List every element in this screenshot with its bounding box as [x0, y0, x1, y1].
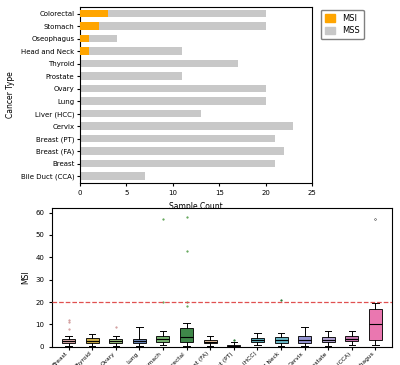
Bar [80, 10, 108, 17]
PathPatch shape [251, 338, 264, 342]
Bar [80, 47, 89, 55]
PathPatch shape [298, 335, 311, 343]
Bar [80, 147, 284, 155]
Bar [80, 35, 89, 42]
PathPatch shape [109, 339, 122, 343]
Bar [80, 110, 201, 118]
Bar [80, 60, 238, 68]
Bar [80, 135, 275, 142]
Bar [80, 22, 266, 30]
PathPatch shape [62, 339, 75, 343]
PathPatch shape [345, 335, 358, 341]
Bar [80, 10, 266, 17]
Bar [80, 97, 266, 105]
Bar [80, 85, 266, 92]
PathPatch shape [274, 337, 288, 343]
PathPatch shape [86, 338, 99, 343]
PathPatch shape [369, 309, 382, 340]
Y-axis label: Cancer Type: Cancer Type [6, 72, 15, 118]
Bar [80, 22, 98, 30]
Bar [80, 47, 182, 55]
X-axis label: Sample Count: Sample Count [169, 202, 223, 211]
PathPatch shape [227, 345, 240, 346]
Bar [80, 72, 182, 80]
PathPatch shape [156, 335, 170, 342]
Bar [80, 122, 294, 130]
Bar [80, 35, 117, 42]
Bar [80, 173, 145, 180]
PathPatch shape [322, 337, 335, 342]
PathPatch shape [204, 340, 217, 343]
Legend: MSI, MSS: MSI, MSS [321, 10, 364, 39]
PathPatch shape [133, 339, 146, 343]
Y-axis label: MSI: MSI [21, 270, 30, 284]
Bar [80, 160, 275, 168]
PathPatch shape [180, 328, 193, 342]
